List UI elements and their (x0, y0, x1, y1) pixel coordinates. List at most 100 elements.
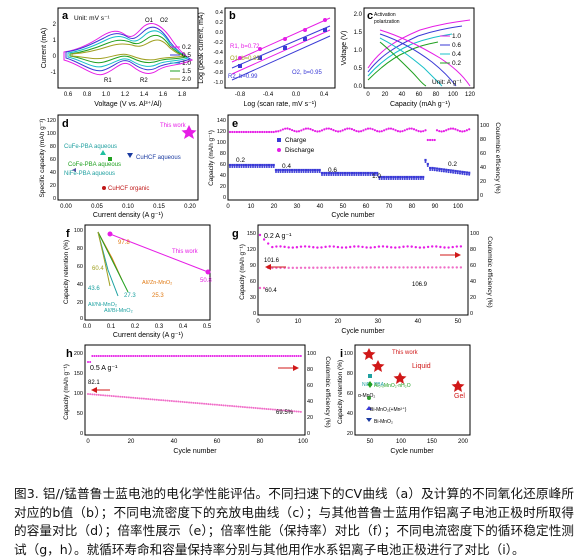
ce-point (364, 128, 367, 131)
ce-point (258, 130, 261, 134)
discharge-point (245, 166, 248, 168)
capacity-point (443, 266, 446, 269)
capacity-point (248, 406, 251, 409)
ce-point (87, 361, 89, 363)
capacity-point (381, 266, 385, 269)
ce-point (390, 246, 393, 249)
ce-point (261, 130, 264, 134)
capacity-point (303, 266, 307, 269)
charge-point (440, 168, 443, 171)
capacity-point (220, 404, 223, 407)
charge-point (284, 168, 287, 172)
capacity-point (209, 403, 212, 406)
svg-text:150: 150 (74, 371, 83, 377)
panel-e: e Charge Discharge 0.2 0.4 0.6 1.0 0.2 0… (208, 114, 501, 219)
capacity-point (168, 399, 171, 402)
svg-text:40: 40 (470, 279, 476, 285)
ce-point (284, 127, 287, 130)
ce-point (465, 129, 468, 132)
capacity-point (183, 401, 186, 404)
svg-text:27.3: 27.3 (124, 293, 136, 299)
svg-text:This work: This work (160, 123, 187, 129)
svg-text:40: 40 (347, 411, 353, 417)
ce-point (194, 355, 197, 357)
ce-point (336, 245, 340, 249)
ce-point (245, 130, 248, 134)
capacity-point (299, 410, 302, 413)
discharge-point (371, 174, 374, 176)
ce-point (267, 355, 270, 357)
ce-point (183, 355, 186, 357)
charge-point (435, 167, 439, 170)
capacity-point (233, 405, 236, 408)
ce-point (170, 355, 173, 357)
charge-point (235, 163, 238, 167)
discharge-point (350, 174, 353, 176)
svg-text:Charge: Charge (285, 137, 307, 144)
capacity-point (142, 397, 145, 400)
ce-point (360, 130, 363, 133)
ce-point (373, 129, 376, 132)
ce-point (417, 130, 420, 133)
svg-text:30: 30 (250, 295, 256, 301)
ce-point (207, 355, 210, 357)
capacity-point (418, 266, 422, 269)
discharge-point (281, 171, 284, 173)
svg-text:0.10: 0.10 (122, 204, 134, 210)
svg-text:0.0: 0.0 (83, 324, 92, 330)
ce-point (401, 130, 404, 133)
charge-point (389, 175, 393, 179)
ce-point (280, 355, 283, 357)
svg-text:0.4: 0.4 (282, 163, 291, 170)
charge-point (392, 175, 395, 179)
svg-text:Bi-MnO₂(+Mn²⁺): Bi-MnO₂(+Mn²⁺) (370, 407, 407, 413)
svg-text:43.6: 43.6 (88, 286, 100, 292)
svg-text:70: 70 (386, 204, 393, 210)
ce-point (433, 138, 436, 142)
svg-text:140: 140 (217, 118, 226, 124)
charge-point (311, 168, 314, 172)
capacity-point (406, 266, 409, 269)
capacity-point (289, 409, 292, 412)
charge-point (339, 171, 342, 175)
ce-point (192, 355, 195, 357)
discharge-point (286, 171, 289, 173)
ce-point (110, 355, 113, 357)
ce-point (398, 246, 401, 249)
charge-point (323, 171, 326, 175)
discharge-point (403, 178, 406, 180)
discharge-point (390, 178, 392, 180)
ce-point (142, 355, 145, 357)
ce-point (112, 355, 115, 357)
ce-point (297, 130, 301, 133)
svg-text:Al//Zn-MnO₂: Al//Zn-MnO₂ (142, 280, 172, 286)
capacity-point (316, 266, 319, 269)
capacity-point (278, 409, 281, 412)
ce-point (320, 129, 324, 132)
ce-point (394, 129, 397, 132)
capacity-point (267, 408, 270, 411)
ce-point (304, 127, 307, 130)
svg-text:100: 100 (453, 204, 464, 210)
capacity-point (394, 266, 397, 269)
capacity-point (259, 407, 261, 410)
panel-a: a Unit: mV s⁻¹ O1 O2 R1 R2 0.2 0.5 1.0 1… (41, 7, 199, 108)
discharge-point (353, 174, 356, 176)
capacity-point (173, 400, 175, 403)
svg-text:100: 100 (74, 228, 83, 234)
discharge-point (440, 170, 443, 173)
ce-point (140, 355, 143, 357)
capacity-point (336, 266, 340, 269)
capacity-point (291, 266, 294, 270)
ce-point (341, 129, 344, 132)
ce-point (410, 127, 413, 130)
charge-point (456, 170, 459, 173)
capacity-point (284, 409, 287, 412)
discharge-point (300, 171, 303, 173)
charge-point (316, 168, 319, 172)
ce-point (281, 128, 284, 131)
discharge-point (373, 174, 376, 176)
capacity-point (332, 266, 335, 269)
svg-text:0: 0 (80, 316, 83, 322)
capacity-point (373, 266, 376, 269)
